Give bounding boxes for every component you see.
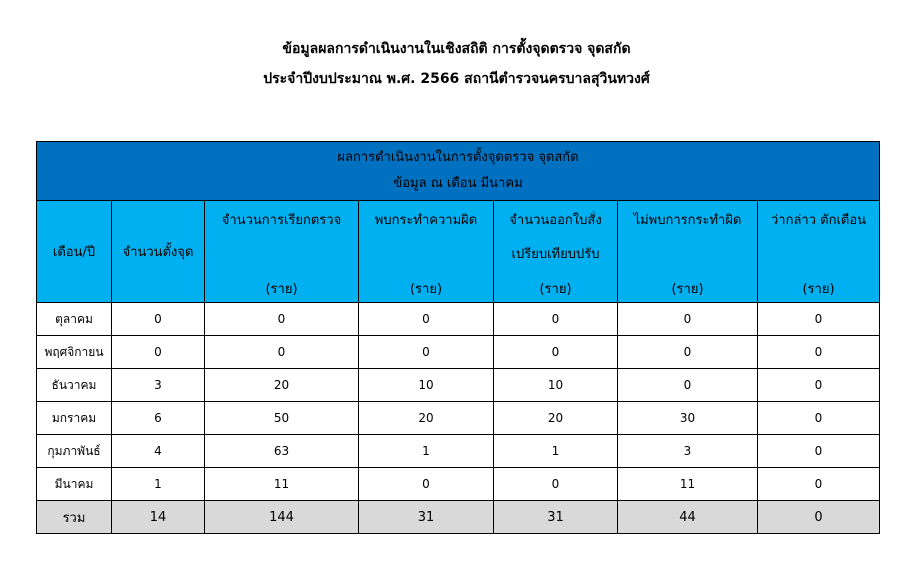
value-cell: 144: [204, 500, 359, 534]
month-cell: พฤศจิกายน: [36, 335, 112, 369]
value-cell: 0: [757, 401, 880, 435]
value-cell: 44: [617, 500, 758, 534]
table-row: กุมภาพันธ์ 4 63 1 1 3 0: [36, 434, 880, 468]
page-title: ข้อมูลผลการดำเนินงานในเชิงสถิติ การตั้งจ…: [282, 41, 631, 57]
statistics-table: ผลการดำเนินงานในการตั้งจุดตรวจ จุดสกัดข้…: [36, 141, 880, 534]
value-cell: 0: [617, 368, 758, 402]
month-cell: ตุลาคม: [36, 302, 112, 336]
value-cell: 63: [204, 434, 359, 468]
header-unit: (ราย): [802, 282, 835, 297]
value-cell: 1: [111, 467, 205, 501]
value-cell: 0: [617, 302, 758, 336]
month-cell: รวม: [36, 500, 112, 534]
value-cell: 50: [204, 401, 359, 435]
value-cell: 4: [111, 434, 205, 468]
value-cell: 0: [493, 335, 618, 369]
value-cell: 0: [358, 467, 494, 501]
header-inspections: จำนวนการเรียกตรวจ (ราย): [204, 200, 359, 303]
value-cell: 0: [757, 434, 880, 468]
value-cell: 1: [493, 434, 618, 468]
value-cell: 20: [493, 401, 618, 435]
value-cell: 0: [358, 302, 494, 336]
value-cell: 0: [493, 302, 618, 336]
header-label: ว่ากล่าว ตักเตือน: [770, 213, 867, 228]
table-row: พฤศจิกายน 0 0 0 0 0 0: [36, 335, 880, 369]
header-label: จำนวนการเรียกตรวจ: [221, 213, 342, 228]
value-cell: 14: [111, 500, 205, 534]
value-cell: 31: [358, 500, 494, 534]
value-cell: 0: [493, 467, 618, 501]
month-cell: มีนาคม: [36, 467, 112, 501]
value-cell: 31: [493, 500, 618, 534]
value-cell: 0: [757, 467, 880, 501]
value-cell: 20: [204, 368, 359, 402]
value-cell: 30: [617, 401, 758, 435]
value-cell: 0: [757, 500, 880, 534]
table-row: มกราคม 6 50 20 20 30 0: [36, 401, 880, 435]
value-cell: 0: [111, 335, 205, 369]
value-cell: 0: [204, 335, 359, 369]
table-row: ธันวาคม 3 20 10 10 0 0: [36, 368, 880, 402]
total-row: รวม 14 144 31 31 44 0: [36, 500, 880, 534]
month-cell: มกราคม: [36, 401, 112, 435]
table-caption: ผลการดำเนินงานในการตั้งจุดตรวจ จุดสกัดข้…: [36, 141, 880, 201]
value-cell: 0: [617, 335, 758, 369]
header-label-2: เปรียบเทียบปรับ: [511, 247, 600, 262]
value-cell: 6: [111, 401, 205, 435]
value-cell: 0: [757, 335, 880, 369]
header-label: พบกระทำความผิด: [374, 213, 478, 228]
header-tickets: จำนวนออกใบสั่งเปรียบเทียบปรับ (ราย): [493, 200, 618, 303]
header-offenses: พบกระทำความผิด (ราย): [358, 200, 494, 303]
header-unit: (ราย): [409, 282, 443, 297]
value-cell: 10: [493, 368, 618, 402]
header-label: จำนวนออกใบสั่ง: [509, 213, 602, 228]
value-cell: 11: [204, 467, 359, 501]
table-row: มีนาคม 1 11 0 0 11 0: [36, 467, 880, 501]
header-month: เดือน/ปี: [36, 200, 112, 303]
caption-line-2: ข้อมูล ณ เดือน มีนาคม: [393, 176, 523, 191]
header-label: เดือน/ปี: [52, 245, 96, 260]
value-cell: 3: [617, 434, 758, 468]
value-cell: 10: [358, 368, 494, 402]
table-row: ตุลาคม 0 0 0 0 0 0: [36, 302, 880, 336]
value-cell: 1: [358, 434, 494, 468]
header-label: จำนวนตั้งจุด: [122, 245, 194, 260]
caption-line-1: ผลการดำเนินงานในการตั้งจุดตรวจ จุดสกัด: [337, 150, 579, 165]
header-no-offense: ไม่พบการกระทำผิด (ราย): [617, 200, 758, 303]
value-cell: 11: [617, 467, 758, 501]
value-cell: 0: [757, 368, 880, 402]
header-warnings: ว่ากล่าว ตักเตือน (ราย): [757, 200, 880, 303]
header-unit: (ราย): [539, 282, 572, 297]
value-cell: 20: [358, 401, 494, 435]
value-cell: 0: [111, 302, 205, 336]
page-subtitle: ประจำปีงบประมาณ พ.ศ. 2566 สถานีตำรวจนครบ…: [263, 71, 650, 87]
header-label: ไม่พบการกระทำผิด: [633, 213, 742, 228]
header-checkpoints: จำนวนตั้งจุด: [111, 200, 205, 303]
value-cell: 0: [757, 302, 880, 336]
value-cell: 0: [204, 302, 359, 336]
month-cell: กุมภาพันธ์: [36, 434, 112, 468]
value-cell: 3: [111, 368, 205, 402]
month-cell: ธันวาคม: [36, 368, 112, 402]
value-cell: 0: [358, 335, 494, 369]
header-unit: (ราย): [265, 282, 298, 297]
header-unit: (ราย): [671, 282, 704, 297]
